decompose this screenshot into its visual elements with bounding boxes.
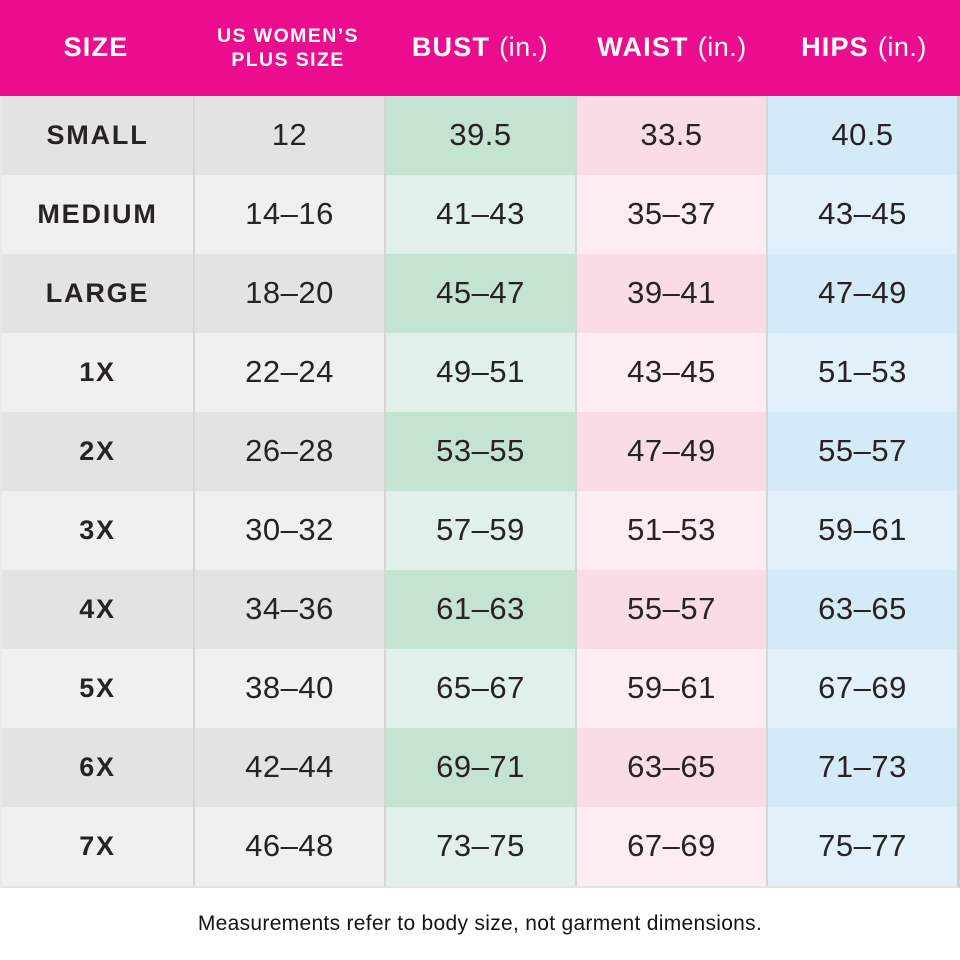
cell-bust: 61–63 [384, 569, 575, 649]
table-row: 1X 22–24 49–51 43–45 51–53 [2, 332, 957, 412]
cell-waist: 35–37 [575, 174, 766, 254]
cell-waist: 63–65 [575, 727, 766, 807]
cell-hips: 43–45 [766, 174, 957, 254]
header-hips-unit: (in.) [877, 32, 927, 63]
table-row: MEDIUM 14–16 41–43 35–37 43–45 [2, 174, 957, 254]
cell-bust: 45–47 [384, 253, 575, 333]
table-row: 2X 26–28 53–55 47–49 55–57 [2, 411, 957, 491]
cell-size: 4X [2, 569, 193, 649]
header-size-label: SIZE [63, 32, 129, 63]
cell-size: 1X [2, 332, 193, 412]
cell-waist: 47–49 [575, 411, 766, 491]
cell-waist: 33.5 [575, 95, 766, 175]
table-row: LARGE 18–20 45–47 39–41 47–49 [2, 253, 957, 333]
cell-size: MEDIUM [2, 174, 193, 254]
table-row: 4X 34–36 61–63 55–57 63–65 [2, 569, 957, 649]
column-header-plus-size: US WOMEN’S PLUS SIZE [192, 0, 384, 96]
table-row: SMALL 12 39.5 33.5 40.5 [2, 95, 957, 175]
header-plus-line2: PLUS SIZE [231, 48, 345, 71]
cell-plus-size: 30–32 [193, 490, 384, 570]
table-row: 5X 38–40 65–67 59–61 67–69 [2, 648, 957, 728]
cell-waist: 55–57 [575, 569, 766, 649]
cell-size: SMALL [2, 95, 193, 175]
column-header-bust: BUST (in.) [384, 0, 576, 96]
column-header-hips: HIPS (in.) [768, 0, 960, 96]
cell-waist: 51–53 [575, 490, 766, 570]
cell-hips: 51–53 [766, 332, 957, 412]
cell-plus-size: 26–28 [193, 411, 384, 491]
header-plus-line1: US WOMEN’S [217, 24, 359, 47]
cell-bust: 57–59 [384, 490, 575, 570]
cell-bust: 65–67 [384, 648, 575, 728]
cell-bust: 69–71 [384, 727, 575, 807]
cell-plus-size: 38–40 [193, 648, 384, 728]
cell-hips: 67–69 [766, 648, 957, 728]
cell-plus-size: 12 [193, 95, 384, 175]
cell-plus-size: 18–20 [193, 253, 384, 333]
cell-size: LARGE [2, 253, 193, 333]
cell-size: 3X [2, 490, 193, 570]
cell-hips: 63–65 [766, 569, 957, 649]
cell-bust: 53–55 [384, 411, 575, 491]
table-row: 7X 46–48 73–75 67–69 75–77 [2, 806, 957, 886]
cell-hips: 75–77 [766, 806, 957, 886]
cell-waist: 59–61 [575, 648, 766, 728]
cell-waist: 39–41 [575, 253, 766, 333]
cell-bust: 41–43 [384, 174, 575, 254]
header-bust-unit: (in.) [499, 32, 549, 63]
cell-hips: 40.5 [766, 95, 957, 175]
column-header-waist: WAIST (in.) [576, 0, 768, 96]
cell-bust: 39.5 [384, 95, 575, 175]
cell-plus-size: 22–24 [193, 332, 384, 412]
cell-size: 6X [2, 727, 193, 807]
footnote-text: Measurements refer to body size, not gar… [197, 911, 763, 935]
cell-size: 2X [2, 411, 193, 491]
table-body: SMALL 12 39.5 33.5 40.5 MEDIUM 14–16 41–… [0, 95, 960, 888]
cell-hips: 59–61 [766, 490, 957, 570]
cell-waist: 43–45 [575, 332, 766, 412]
cell-size: 5X [2, 648, 193, 728]
cell-plus-size: 14–16 [193, 174, 384, 254]
cell-hips: 71–73 [766, 727, 957, 807]
cell-plus-size: 46–48 [193, 806, 384, 886]
cell-size: 7X [2, 806, 193, 886]
cell-hips: 47–49 [766, 253, 957, 333]
header-waist-label: WAIST [597, 32, 689, 63]
cell-plus-size: 42–44 [193, 727, 384, 807]
cell-plus-size: 34–36 [193, 569, 384, 649]
cell-waist: 67–69 [575, 806, 766, 886]
cell-hips: 55–57 [766, 411, 957, 491]
header-hips-label: HIPS [801, 32, 869, 63]
cell-bust: 49–51 [384, 332, 575, 412]
column-header-size: SIZE [0, 0, 192, 96]
table-row: 3X 30–32 57–59 51–53 59–61 [2, 490, 957, 570]
header-waist-unit: (in.) [697, 32, 747, 63]
footnote: Measurements refer to body size, not gar… [0, 887, 960, 960]
cell-bust: 73–75 [384, 806, 575, 886]
table-row: 6X 42–44 69–71 63–65 71–73 [2, 727, 957, 807]
header-bust-label: BUST [411, 32, 491, 63]
table-header: SIZE US WOMEN’S PLUS SIZE BUST (in.) WAI… [0, 0, 960, 96]
